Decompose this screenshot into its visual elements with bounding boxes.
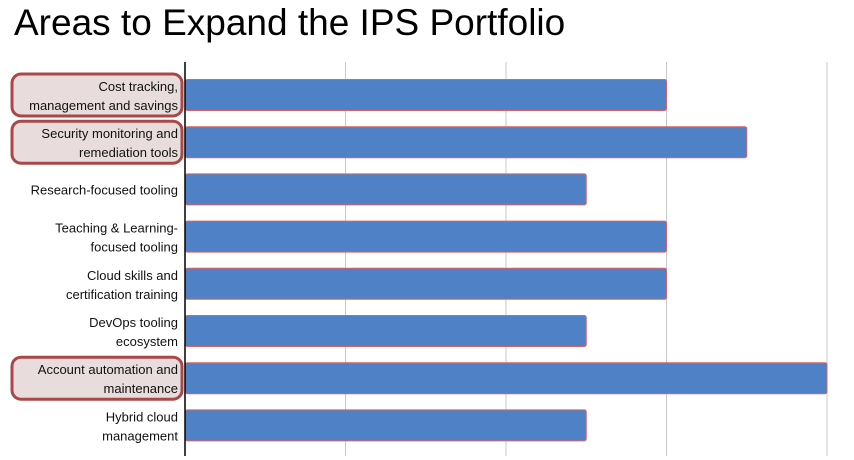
gridlines [345, 62, 828, 456]
category-label: management and savings [29, 98, 178, 113]
page-title: Areas to Expand the IPS Portfolio [14, 2, 566, 43]
bar [185, 315, 587, 347]
bar [185, 173, 587, 206]
bar [185, 79, 667, 111]
label-highlight-box [10, 355, 184, 401]
bar [185, 220, 667, 253]
category-labels: Cost tracking, management and savings Secu… [29, 79, 178, 443]
category-label: ecosystem [116, 334, 178, 349]
bars [185, 79, 828, 442]
category-label: certification training [66, 287, 178, 302]
category-label: Account automation and [38, 362, 178, 377]
bar [185, 126, 748, 159]
category-label: Security monitoring and [41, 126, 178, 141]
category-label: focused tooling [91, 240, 178, 255]
label-highlight-box [10, 72, 184, 118]
bar [185, 362, 828, 395]
category-label: Cost tracking, [99, 79, 178, 94]
category-label: Hybrid cloud [106, 409, 178, 424]
label-highlight-box [10, 119, 184, 165]
category-label: remediation tools [79, 145, 178, 160]
highlight-boxes [10, 72, 184, 401]
category-label: management [102, 428, 178, 443]
bar [185, 267, 667, 300]
category-label: DevOps tooling [89, 315, 178, 330]
category-label: maintenance [104, 381, 178, 396]
category-label: Research-focused tooling [31, 182, 178, 197]
category-label: Cloud skills and [87, 268, 178, 283]
bar [185, 409, 587, 442]
category-label: Teaching & Learning- [55, 221, 178, 236]
